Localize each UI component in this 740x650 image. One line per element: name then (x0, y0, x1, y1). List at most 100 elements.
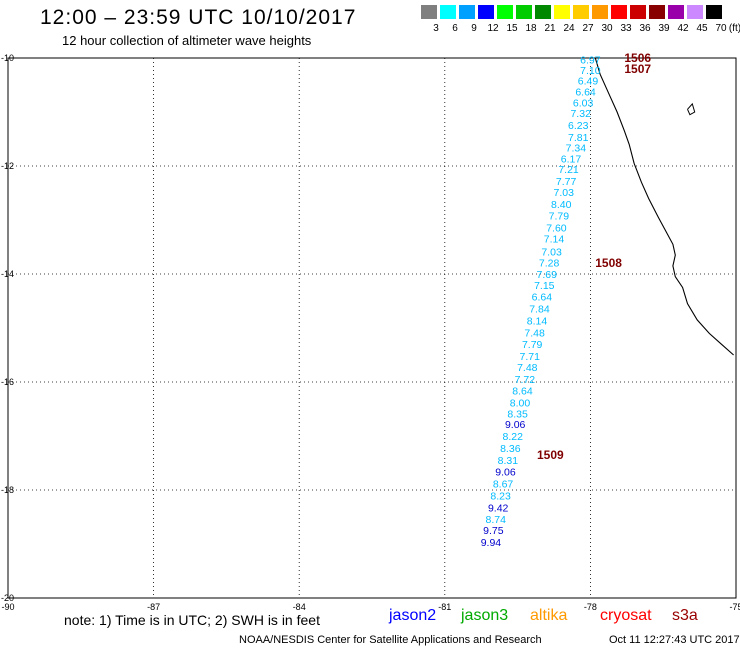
legend-swatch (497, 5, 513, 19)
time-label: 1506 (624, 51, 651, 65)
wave-height-label: 6.49 (578, 76, 599, 88)
legend-label: 36 (639, 23, 651, 34)
legend-swatch (573, 5, 589, 19)
lon-tick-label: -81 (438, 602, 451, 612)
wave-height-label: 6.97 (580, 55, 601, 67)
legend-swatch (421, 5, 437, 19)
wave-height-label: 9.42 (488, 502, 509, 514)
legend-label: 27 (582, 23, 594, 34)
wave-height-label: 7.77 (556, 176, 577, 188)
lat-tick-label: -12 (1, 161, 14, 171)
wave-height-label: 7.03 (553, 187, 574, 199)
wave-height-label: 7.79 (549, 211, 570, 223)
axis-ticks: -10 -12 -14 -16 -18 -20-90 -87 -84 -81 -78 -75 (1, 53, 740, 612)
wave-height-label: 8.36 (500, 443, 521, 455)
legend-swatch (516, 5, 532, 19)
legend-label: 24 (563, 23, 575, 34)
wave-height-label: 7.14 (544, 233, 565, 245)
wave-height-label: 8.64 (512, 386, 533, 398)
lat-tick-label: -18 (1, 485, 14, 495)
wave-height-label: 7.72 (515, 374, 536, 386)
legend-label: 45 (696, 23, 708, 34)
legend-label: 18 (525, 23, 537, 34)
map-frame (7, 57, 737, 599)
legend-label: 42 (677, 23, 689, 34)
legend-swatch (630, 5, 646, 19)
footer-note: note: 1) Time is in UTC; 2) SWH is in fe… (64, 612, 320, 628)
legend-swatch (611, 5, 627, 19)
wave-height-label: 7.48 (517, 362, 538, 374)
legend-swatch (668, 5, 684, 19)
page-title: 12:00 – 23:59 UTC 10/10/2017 (40, 6, 357, 29)
wave-height-label: 8.67 (493, 479, 514, 491)
lon-tick-label: -90 (1, 602, 14, 612)
wave-height-label: 7.60 (546, 223, 567, 235)
wave-height-label: 6.23 (568, 120, 589, 132)
lat-tick-label: -16 (1, 377, 14, 387)
wave-height-label: 9.06 (505, 419, 526, 431)
legend-swatch (687, 5, 703, 19)
lon-tick-label: -87 (147, 602, 160, 612)
legend-label: 15 (506, 23, 518, 34)
satellite-label: s3a (672, 607, 698, 624)
wave-height-label: 9.06 (495, 467, 516, 479)
legend-swatch (459, 5, 475, 19)
legend-label: 30 (601, 23, 613, 34)
legend-swatch (706, 5, 722, 19)
wave-height-label: 7.34 (566, 143, 587, 155)
satellite-label: jason2 (389, 607, 437, 624)
wave-height-label: 8.31 (498, 455, 519, 467)
wave-height-points: 6.977.106.496.646.037.326.237.817.346.17… (481, 55, 601, 549)
wave-height-label: 8.23 (490, 490, 511, 502)
island-outline (687, 102, 696, 116)
wave-height-label: 7.79 (522, 339, 543, 351)
wave-height-label: 6.17 (561, 153, 582, 165)
wave-height-label: 8.35 (507, 408, 528, 420)
legend-label: 70 (715, 23, 727, 34)
legend-swatch (554, 5, 570, 19)
legend-label: 33 (620, 23, 632, 34)
wave-height-label: 7.84 (529, 304, 550, 316)
wave-height-label: 6.03 (573, 97, 594, 109)
time-label: 1508 (595, 256, 622, 270)
lon-tick-label: -84 (293, 602, 306, 612)
wave-height-label: 8.14 (527, 315, 548, 327)
wave-height-label: 8.22 (503, 431, 524, 443)
legend-label: 21 (544, 23, 556, 34)
coastline (594, 57, 734, 356)
wave-height-label: 7.03 (541, 246, 562, 258)
legend-label: 3 (433, 23, 439, 34)
timestamp-text: Oct 11 12:27:43 UTC 2017 (609, 634, 740, 646)
satellite-label: altika (530, 607, 568, 624)
legend-swatch (592, 5, 608, 19)
legend-label: 9 (471, 23, 477, 34)
lat-tick-label: -20 (1, 593, 14, 603)
wave-height-label: 8.40 (551, 199, 572, 211)
wave-height-label: 7.69 (537, 269, 558, 281)
lon-tick-label: -78 (584, 602, 597, 612)
time-label: 1509 (537, 448, 564, 462)
legend-label: 6 (452, 23, 458, 34)
lon-tick-label: -75 (729, 602, 740, 612)
wave-height-label: 7.10 (580, 65, 601, 77)
legend-swatch (535, 5, 551, 19)
wave-height-label: 9.94 (481, 537, 502, 549)
time-label: 1507 (624, 62, 651, 76)
wave-height-label: 8.74 (486, 514, 507, 526)
lat-tick-label: -14 (1, 269, 14, 279)
credit-text: NOAA/NESDIS Center for Satellite Applica… (239, 634, 542, 646)
legend-swatch (649, 5, 665, 19)
legend-swatch (440, 5, 456, 19)
wave-height-label: 7.81 (568, 132, 589, 144)
satellite-label: jason3 (461, 607, 509, 624)
wave-height-label: 7.15 (534, 280, 555, 292)
legend-unit: (ft) (728, 23, 740, 34)
lat-tick-label: -10 (1, 53, 14, 63)
wave-height-label: 7.32 (570, 108, 591, 120)
wave-height-label: 6.64 (575, 86, 596, 98)
legend-swatch (478, 5, 494, 19)
legend-label: 12 (487, 23, 499, 34)
wave-height-label: 7.28 (539, 258, 560, 270)
